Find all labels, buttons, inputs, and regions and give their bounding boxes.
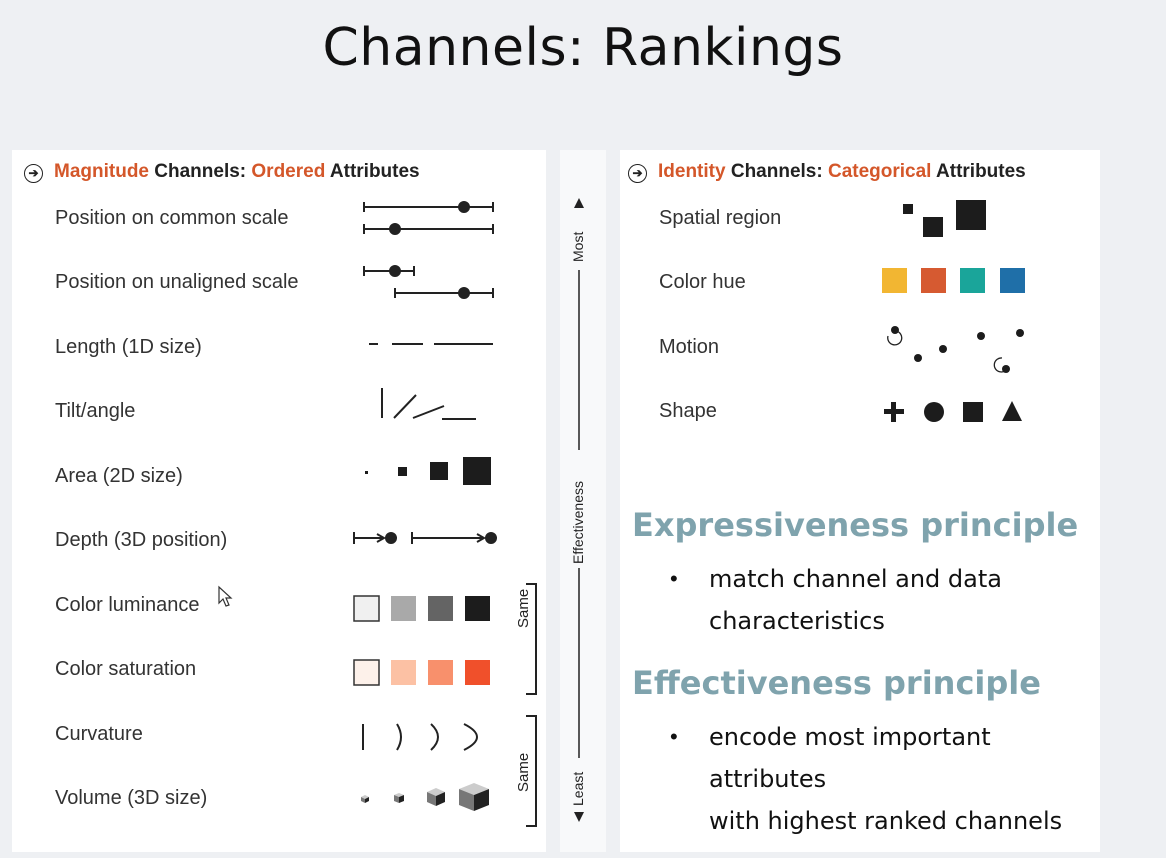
depth-glyph <box>353 532 497 544</box>
effectiveness-axis: Most Effectiveness Least <box>560 150 606 852</box>
bullet-line: characteristics <box>709 607 885 635</box>
header-word: Attributes <box>931 161 1026 182</box>
cube-small <box>394 793 404 803</box>
row-label: Depth (3D position) <box>55 529 228 551</box>
bullet-line: match channel and data <box>709 565 1002 593</box>
saturation-swatch <box>353 659 380 686</box>
hue-swatch <box>960 268 985 293</box>
same-label: Same <box>515 588 532 628</box>
hue-swatch <box>1000 268 1025 293</box>
luminance-swatches <box>353 595 490 622</box>
row-label: Spatial region <box>659 207 782 229</box>
plus-shape <box>891 402 896 422</box>
row-label: Volume (3D size) <box>55 787 208 809</box>
luminance-swatch <box>353 595 380 622</box>
header-word: Channels: <box>725 161 828 182</box>
axis-most-label: Most <box>570 231 586 262</box>
bullet-dot: • <box>670 724 678 749</box>
mouse-cursor-icon <box>218 585 233 607</box>
magnitude-header: Magnitude Channels: Ordered Attributes <box>54 161 420 183</box>
tilt-glyph <box>381 388 476 420</box>
header-word: Attributes <box>325 161 420 182</box>
effectiveness-arrow <box>574 198 584 822</box>
row-label: Tilt/angle <box>55 400 136 422</box>
arrow-circle-icon: ➔ <box>628 164 647 183</box>
axis-effectiveness-label: Effectiveness <box>570 480 586 564</box>
spatial-region-glyph <box>903 200 986 237</box>
slide-title: Channels: Rankings <box>322 18 844 78</box>
square-shape <box>963 402 983 422</box>
saturation-swatch <box>391 660 416 685</box>
row-label: Color saturation <box>55 658 197 680</box>
row-label: Curvature <box>55 723 143 745</box>
saturation-swatches <box>353 659 490 686</box>
saturation-swatch <box>465 660 490 685</box>
row-label: Length (1D size) <box>55 336 202 358</box>
cube-large <box>459 783 489 811</box>
row-label: Position on common scale <box>55 207 289 229</box>
circle-shape <box>924 402 944 422</box>
header-word: Ordered <box>251 161 326 182</box>
hue-swatch <box>921 268 946 293</box>
hue-swatches <box>882 268 1025 293</box>
cube-medium <box>427 788 445 806</box>
magnitude-channels-panel: ➔ Magnitude Channels: Ordered Attributes… <box>12 150 546 852</box>
axis-least-label: Least <box>570 771 586 806</box>
unaligned-scale-glyph <box>363 265 494 299</box>
bullet-text: encode most important attributes with hi… <box>709 716 1100 842</box>
bullet-text: match channel and data characteristics <box>709 558 1002 642</box>
expressiveness-title: Expressiveness principle <box>632 506 1079 544</box>
identity-glyphs <box>882 200 1025 422</box>
identity-channels-panel: ➔ Identity Channels: Categorical Attribu… <box>620 150 1100 852</box>
row-label: Motion <box>659 336 720 358</box>
row-label: Color hue <box>659 271 746 293</box>
shape-glyphs <box>884 401 1022 422</box>
volume-glyph <box>361 783 489 811</box>
identity-header: Identity Channels: Categorical Attribute… <box>658 161 1026 183</box>
luminance-swatch <box>391 596 416 621</box>
luminance-swatch <box>465 596 490 621</box>
header-word: Categorical <box>827 161 932 182</box>
header-word: Identity <box>658 161 726 182</box>
magnitude-glyphs <box>353 201 537 827</box>
same-bracket <box>526 583 537 827</box>
same-label: Same <box>515 752 532 792</box>
luminance-swatch <box>428 596 453 621</box>
bullet-line: encode most important attributes <box>709 723 991 793</box>
effectiveness-title: Effectiveness principle <box>632 664 1041 702</box>
hue-swatch <box>882 268 907 293</box>
row-label: Shape <box>659 400 717 422</box>
arrow-circle-icon: ➔ <box>24 164 43 183</box>
area-glyph <box>365 457 491 485</box>
header-word: Magnitude <box>54 161 149 182</box>
saturation-swatch <box>428 660 453 685</box>
row-label: Color luminance <box>55 594 200 616</box>
header-word: Channels: <box>149 161 252 182</box>
bullet-dot: • <box>670 566 678 591</box>
common-scale-glyph <box>363 201 494 235</box>
bullet-line: with highest ranked channels <box>709 807 1063 835</box>
row-label: Area (2D size) <box>55 465 183 487</box>
row-label: Position on unaligned scale <box>55 271 299 293</box>
cube-tiny <box>361 795 369 803</box>
motion-glyph <box>887 326 1024 373</box>
triangle-shape <box>1002 401 1022 421</box>
curvature-glyph <box>362 723 478 751</box>
